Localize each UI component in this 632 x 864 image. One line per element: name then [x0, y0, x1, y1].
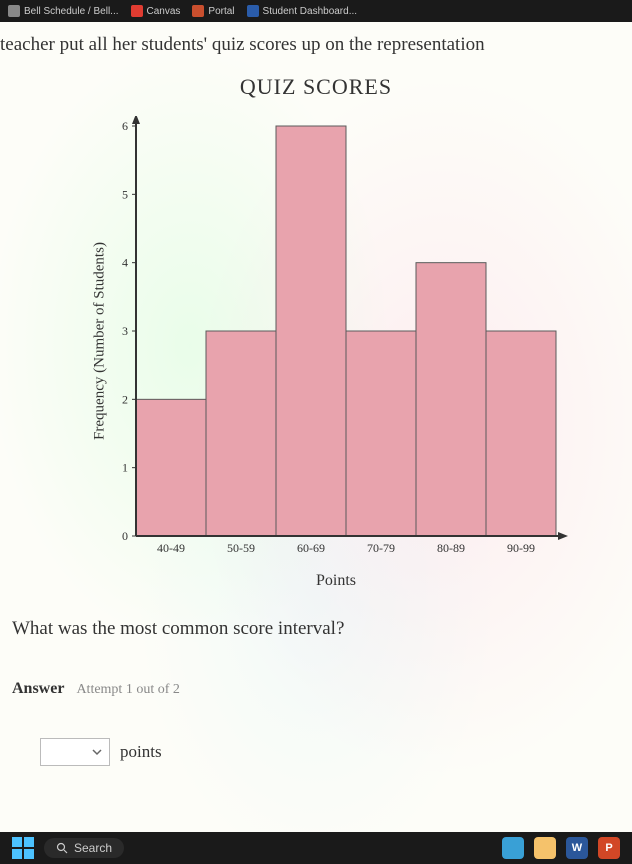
svg-text:2: 2: [122, 392, 128, 406]
start-button[interactable]: [12, 837, 34, 859]
svg-text:50-59: 50-59: [227, 541, 255, 555]
tab-favicon: [8, 5, 20, 17]
question-followup: What was the most common score interval?: [0, 590, 632, 640]
taskbar: Search W P: [0, 832, 632, 864]
browser-tab[interactable]: Canvas: [131, 5, 181, 17]
taskbar-search[interactable]: Search: [44, 838, 124, 858]
svg-text:90-99: 90-99: [507, 541, 535, 555]
tab-favicon: [192, 5, 204, 17]
svg-text:80-89: 80-89: [437, 541, 465, 555]
svg-text:70-79: 70-79: [367, 541, 395, 555]
svg-text:0: 0: [122, 529, 128, 543]
svg-text:40-49: 40-49: [157, 541, 185, 555]
content-area: teacher put all her students' quiz score…: [0, 22, 632, 832]
tab-label: Canvas: [147, 6, 181, 17]
question-prompt: teacher put all her students' quiz score…: [0, 34, 632, 74]
chevron-down-icon: [91, 746, 103, 758]
taskbar-app-icon[interactable]: P: [598, 837, 620, 859]
tab-label: Bell Schedule / Bell...: [24, 6, 119, 17]
svg-text:60-69: 60-69: [297, 541, 325, 555]
svg-text:6: 6: [122, 119, 128, 133]
svg-text:1: 1: [122, 461, 128, 475]
taskbar-app-icon[interactable]: W: [566, 837, 588, 859]
browser-tab[interactable]: Portal: [192, 5, 234, 17]
answer-label: Answer: [12, 680, 64, 697]
browser-tab-bar: Bell Schedule / Bell... Canvas Portal St…: [0, 0, 632, 22]
histogram-chart: Frequency (Number of Students) 0 1 2 3 4 5 6 40…: [0, 116, 632, 566]
browser-tab[interactable]: Student Dashboard...: [247, 5, 358, 17]
answer-section: Answer Attempt 1 out of 2: [0, 640, 632, 698]
answer-dropdown[interactable]: [40, 738, 110, 766]
svg-text:3: 3: [122, 324, 128, 338]
tab-favicon: [131, 5, 143, 17]
taskbar-app-icon[interactable]: [534, 837, 556, 859]
chart-svg: 0 1 2 3 4 5 6 40-49 50-59 60-69 70-79 80-89 90-99: [96, 116, 576, 566]
unit-label: points: [120, 742, 162, 762]
browser-tab[interactable]: Bell Schedule / Bell...: [8, 5, 119, 17]
taskbar-app-icon[interactable]: [502, 837, 524, 859]
search-placeholder: Search: [74, 841, 112, 855]
attempt-text: Attempt 1 out of 2: [76, 682, 179, 697]
tab-favicon: [247, 5, 259, 17]
tab-label: Student Dashboard...: [263, 6, 358, 17]
svg-text:4: 4: [122, 256, 128, 270]
search-icon: [56, 842, 68, 854]
x-axis-label: Points: [0, 572, 632, 590]
y-axis-label: Frequency (Number of Students): [92, 242, 109, 440]
tab-label: Portal: [208, 6, 234, 17]
answer-input-row: points: [0, 698, 632, 766]
svg-text:5: 5: [122, 187, 128, 201]
chart-title: QUIZ SCORES: [0, 74, 632, 100]
